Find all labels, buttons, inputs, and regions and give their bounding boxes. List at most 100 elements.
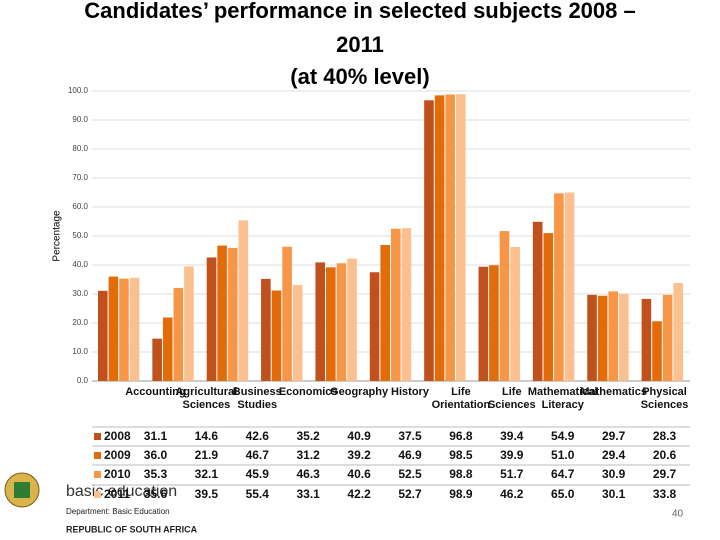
bar [347, 258, 357, 381]
bar [129, 277, 140, 381]
bar [292, 285, 303, 381]
bar [543, 233, 554, 381]
table-header: Geography [330, 386, 389, 398]
table-cell: 14.6 [195, 429, 219, 443]
table-header: Physical Sciences [641, 386, 689, 411]
chart-title: Candidates’ performance in selected subj… [84, 0, 635, 23]
bar [326, 267, 336, 381]
table-cell: 29.7 [653, 467, 677, 481]
table-cell: 21.9 [195, 448, 219, 462]
table-cell: 45.9 [246, 467, 270, 481]
table-header: Economics [279, 386, 338, 398]
bar [554, 193, 564, 381]
bar [597, 295, 608, 381]
y-tick-label: 10.0 [72, 347, 88, 356]
y-tick-label: 60.0 [72, 202, 88, 211]
bar [336, 263, 347, 381]
y-tick-label: 20.0 [72, 318, 88, 327]
table-cell: 39.5 [195, 487, 219, 501]
table-header: Mathematical Literacy [528, 386, 598, 411]
y-axis-label: Percentage [52, 210, 63, 262]
bar [108, 276, 119, 381]
table-header: Mathematics [580, 386, 647, 398]
table-cell: 30.9 [602, 467, 626, 481]
table-cell: 42.6 [246, 429, 270, 443]
department: Department: Basic Education [66, 507, 170, 516]
country: REPUBLIC OF SOUTH AFRICA [66, 524, 198, 534]
table-cell: 39.4 [500, 429, 524, 443]
table-header: Accounting [125, 386, 186, 398]
bar [184, 266, 194, 381]
bar [271, 290, 282, 381]
table-cell: 35.3 [144, 467, 168, 481]
y-tick-label: 80.0 [72, 144, 88, 153]
legend-swatch [94, 433, 101, 440]
y-tick-label: 30.0 [72, 289, 88, 298]
table-cell: 52.5 [398, 467, 422, 481]
table-cell: 35.6 [144, 487, 168, 501]
table-cell: 36.0 [144, 448, 168, 462]
bar [152, 338, 162, 381]
shield [14, 482, 30, 498]
table-cell: 51.7 [500, 467, 524, 481]
y-tick-label: 90.0 [72, 115, 88, 124]
bar [510, 247, 520, 381]
bar [619, 293, 629, 381]
table-cell: 96.8 [449, 429, 473, 443]
bar [564, 192, 575, 381]
table-cell: 32.1 [195, 467, 219, 481]
bar [445, 94, 455, 381]
bar [478, 266, 489, 381]
table-cell: 40.9 [347, 429, 371, 443]
legend-label: 2009 [104, 448, 131, 462]
bar [608, 291, 619, 381]
bar [173, 287, 184, 381]
bar [238, 220, 249, 381]
legend-swatch [94, 471, 101, 478]
table-cell: 33.1 [297, 487, 321, 501]
legend-label: 2010 [104, 467, 131, 481]
table-cell: 31.1 [144, 429, 168, 443]
bar [499, 231, 510, 381]
bar [282, 246, 292, 381]
bar [227, 247, 238, 381]
table-header: History [391, 386, 430, 398]
table-cell: 28.3 [653, 429, 677, 443]
bar [162, 317, 173, 381]
bar [587, 294, 597, 381]
y-tick-label: 70.0 [72, 173, 88, 182]
brand: basic education [66, 483, 177, 500]
bar [641, 298, 652, 381]
table-cell: 46.9 [398, 448, 422, 462]
bar [424, 100, 434, 381]
legend-label: 2011 [104, 487, 130, 501]
table-cell: 65.0 [551, 487, 575, 501]
bar [532, 221, 543, 381]
table-cell: 51.0 [551, 448, 575, 462]
bar [434, 95, 445, 381]
table-cell: 46.3 [297, 467, 321, 481]
bar [662, 294, 673, 381]
legend-swatch [94, 452, 101, 459]
table-cell: 37.5 [398, 429, 422, 443]
table-cell: 42.2 [347, 487, 371, 501]
table-cell: 30.1 [602, 487, 626, 501]
bar [391, 228, 401, 381]
table-cell: 98.5 [449, 448, 473, 462]
chart-title: 2011 [336, 32, 384, 57]
table-cell: 46.7 [246, 448, 270, 462]
table-cell: 64.7 [551, 467, 575, 481]
bar [97, 290, 108, 381]
legend-swatch [94, 491, 101, 498]
table-header: Life Orientation [432, 386, 491, 411]
bar [673, 282, 684, 381]
y-tick-label: 40.0 [72, 260, 88, 269]
y-tick-label: 100.0 [68, 86, 89, 95]
table-cell: 98.9 [449, 487, 473, 501]
bar [380, 244, 390, 381]
bar [261, 278, 271, 381]
table-cell: 54.9 [551, 429, 575, 443]
bar [652, 321, 662, 381]
table-cell: 39.9 [500, 448, 524, 462]
table-header: Life Sciences [488, 386, 536, 411]
